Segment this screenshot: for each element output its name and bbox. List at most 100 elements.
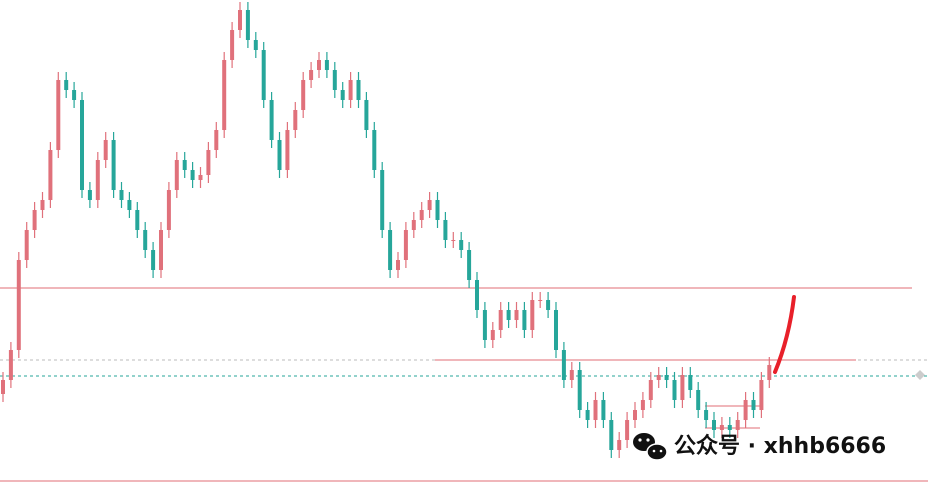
candle-body — [40, 200, 45, 210]
candle-body — [222, 60, 227, 130]
candle-body — [411, 220, 416, 230]
candle-body — [143, 230, 148, 250]
candle-body — [190, 170, 195, 180]
candle-body — [506, 310, 511, 320]
candle-body — [317, 60, 321, 70]
candle-body — [759, 380, 764, 410]
candle-body — [182, 160, 187, 170]
candle-body — [340, 90, 345, 100]
candle-body — [356, 80, 361, 100]
candle-body — [546, 300, 551, 310]
candle-body — [609, 420, 614, 450]
candle-body — [514, 310, 519, 320]
candle-body — [672, 380, 677, 400]
candle-body — [569, 370, 574, 380]
candle-body — [364, 100, 369, 130]
candle-body — [332, 70, 337, 90]
candle-body — [498, 310, 503, 330]
candle-body — [135, 210, 140, 230]
candle-body — [443, 220, 448, 240]
candle-body — [111, 140, 116, 190]
candle-body — [388, 230, 393, 270]
candle-body — [324, 60, 329, 70]
candle-body — [490, 330, 495, 340]
candle-body — [127, 200, 132, 210]
wechat-icon — [633, 433, 668, 461]
candle-body — [293, 110, 298, 130]
candle-body — [64, 80, 69, 90]
candle-body — [396, 260, 400, 270]
candle-body — [601, 400, 606, 420]
candle-body — [633, 410, 637, 420]
candle-body — [261, 50, 266, 100]
candle-body — [269, 100, 274, 140]
candle-body — [230, 30, 235, 60]
candle-body — [166, 190, 171, 230]
candle-body — [348, 80, 353, 100]
candle-body — [103, 140, 108, 160]
candle-body — [174, 160, 179, 190]
candle-body — [253, 40, 258, 50]
candle-body — [301, 80, 306, 110]
candle-body — [151, 250, 156, 270]
candle-body — [72, 90, 77, 100]
candle-body — [435, 200, 440, 220]
candle-body — [419, 210, 424, 220]
candle-body — [688, 375, 693, 390]
candle-body — [640, 400, 645, 410]
candle-body — [680, 375, 685, 400]
candle-body — [475, 280, 479, 310]
candle-body — [719, 425, 724, 430]
candle-body — [380, 170, 385, 230]
candle-body — [482, 310, 487, 340]
candle-body — [577, 370, 582, 410]
candle-body — [767, 365, 772, 380]
candle-body — [743, 400, 748, 420]
candle-body — [372, 130, 377, 170]
candle-body — [119, 190, 124, 200]
hand-drawn-arrow — [773, 295, 796, 374]
candle-body — [427, 200, 432, 210]
candle-body — [8, 350, 13, 380]
candle-body — [467, 250, 472, 280]
candle-body — [245, 10, 250, 40]
candle-body — [95, 160, 100, 200]
candle-body — [751, 400, 756, 410]
candle-body — [459, 240, 464, 250]
candle-body — [522, 310, 527, 330]
candle-body — [735, 420, 740, 430]
candle-body — [704, 410, 709, 420]
candle-body — [56, 80, 61, 150]
candle-body — [664, 375, 669, 380]
candle-body — [24, 230, 29, 260]
candle-body — [206, 150, 211, 175]
candle-body — [214, 130, 219, 150]
candle-body — [656, 375, 661, 380]
candle-body — [727, 425, 732, 430]
candle-body — [285, 130, 290, 170]
candle-body — [1, 380, 5, 394]
candle-body — [277, 140, 282, 170]
marker-icon — [915, 370, 925, 380]
candle-body — [80, 100, 84, 190]
candle-body — [238, 10, 242, 30]
candle-body — [530, 300, 535, 330]
candle-body — [48, 150, 53, 200]
candle-body — [696, 390, 701, 410]
candle-body — [593, 400, 598, 420]
candle-body — [625, 420, 630, 440]
candle-body — [451, 240, 456, 241]
candle-body — [554, 310, 558, 350]
candle-body — [16, 260, 21, 350]
candle-body — [561, 350, 566, 380]
candle-body — [87, 190, 92, 200]
candle-body — [159, 230, 163, 270]
candle-body — [198, 175, 203, 180]
candle-body — [585, 410, 590, 420]
watermark: 公众号 · xhhb6666 — [674, 434, 886, 459]
candle-body — [617, 440, 622, 450]
candle-body — [32, 210, 37, 230]
candle-body — [309, 70, 314, 80]
